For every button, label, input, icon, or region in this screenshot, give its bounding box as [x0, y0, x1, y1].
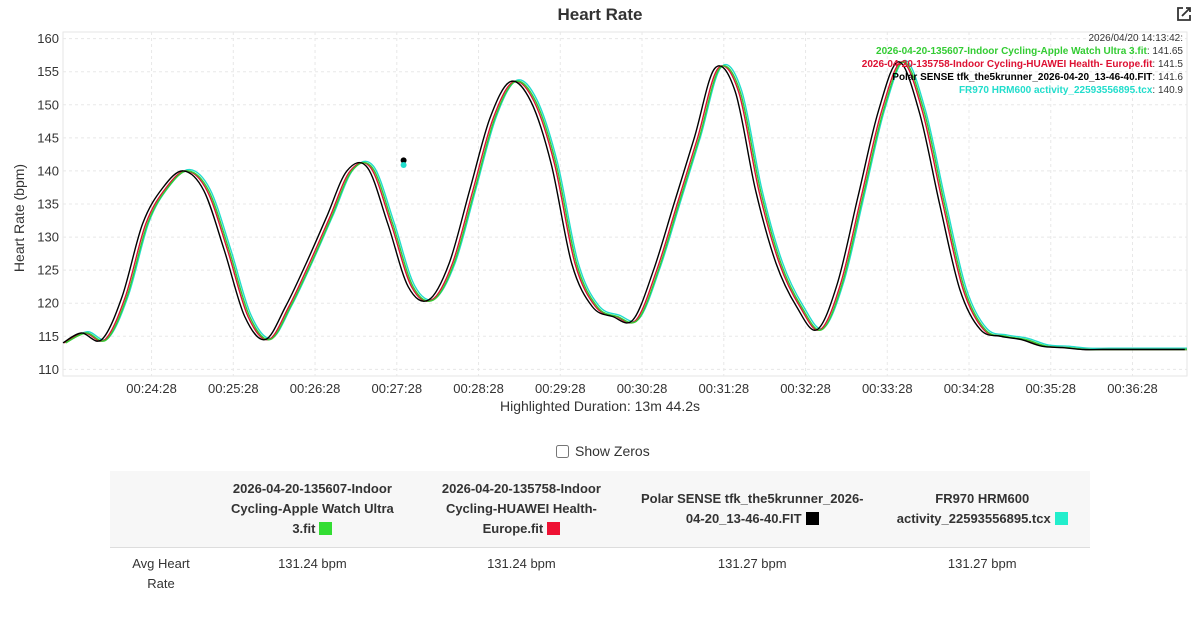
chart-title: Heart Rate [557, 5, 642, 24]
stats-value: 131.24 bpm [278, 556, 347, 571]
y-axis-ticks: 110 115 120 125 130 135 140 145 150 155 160 [37, 31, 59, 377]
tooltip-timestamp: 2026/04/20 14:13:42: [1088, 33, 1183, 44]
x-tick-label: 00:29:28 [535, 381, 586, 396]
expand-icon[interactable] [1176, 6, 1192, 22]
x-tick-label: 00:36:28 [1107, 381, 1158, 396]
x-axis-label: Highlighted Duration: 13m 44.2s [500, 398, 700, 414]
tooltip-series-name: FR970 HRM600 activity_22593556895.tcx [959, 85, 1153, 96]
y-tick-label: 110 [38, 362, 59, 377]
tooltip-series-value: : 141.6 [1152, 72, 1183, 83]
y-tick-label: 135 [37, 197, 59, 212]
color-swatch [805, 512, 819, 525]
y-axis-label: Heart Rate (bpm) [11, 164, 27, 272]
stats-header-apple: 2026-04-20-135607-Indoor Cycling-Apple W… [212, 471, 413, 548]
x-tick-label: 00:24:28 [126, 381, 177, 396]
x-tick-label: 00:31:28 [698, 381, 749, 396]
stats-row-label: Avg Heart Rate [132, 556, 190, 591]
color-swatch [319, 522, 333, 535]
x-tick-label: 00:33:28 [862, 381, 913, 396]
header-label: FR970 HRM600 activity_22593556895.tcx [896, 491, 1051, 526]
color-swatch [1054, 512, 1068, 525]
hover-markers [400, 157, 407, 168]
x-tick-label: 00:35:28 [1025, 381, 1076, 396]
y-tick-label: 120 [37, 296, 59, 311]
tooltip-series-value: : 141.65 [1147, 46, 1184, 57]
tooltip-series-name: 2026-04-20-135758-Indoor Cycling-HUAWEI … [862, 59, 1153, 70]
stats-row-avg-hr: Avg Heart Rate 131.24 bpm 131.24 bpm 131… [110, 548, 1090, 601]
y-tick-label: 125 [37, 263, 59, 278]
series-line [62, 61, 1185, 351]
stats-header-fr970: FR970 HRM600 activity_22593556895.tcx [874, 471, 1090, 548]
y-tick-label: 150 [37, 97, 59, 112]
header-label: 2026-04-20-135758-Indoor Cycling-HUAWEI … [441, 481, 601, 536]
y-tick-label: 115 [38, 329, 59, 344]
tooltip-row: 2026-04-20-135607-Indoor Cycling-Apple W… [876, 46, 1183, 57]
tooltip-series-value: : 140.9 [1152, 85, 1183, 96]
hover-point [400, 161, 407, 168]
tooltip-series-name: Polar SENSE tfk_the5krunner_2026-04-20_1… [892, 72, 1152, 83]
tooltip-series-name: 2026-04-20-135607-Indoor Cycling-Apple W… [876, 46, 1147, 57]
x-tick-label: 00:25:28 [208, 381, 259, 396]
tooltip-series-value: : 141.5 [1152, 59, 1183, 70]
hover-tooltip: 2026/04/20 14:13:42: 2026-04-20-135607-In… [862, 33, 1184, 96]
series-lines [62, 59, 1187, 351]
x-tick-label: 00:28:28 [453, 381, 504, 396]
y-tick-label: 140 [37, 163, 59, 178]
show-zeros-control[interactable]: Show Zeros [556, 443, 650, 459]
stats-table: 2026-04-20-135607-Indoor Cycling-Apple W… [110, 471, 1090, 600]
x-tick-label: 00:32:28 [780, 381, 831, 396]
stats-value: 131.24 bpm [487, 556, 556, 571]
tooltip-row: FR970 HRM600 activity_22593556895.tcx: 1… [959, 85, 1183, 96]
stats-header-polar: Polar SENSE tfk_the5krunner_2026-04-20_1… [630, 471, 875, 548]
y-tick-label: 160 [37, 31, 59, 46]
x-tick-label: 00:34:28 [944, 381, 995, 396]
chart-grid [62, 31, 1188, 377]
stats-value: 131.27 bpm [947, 556, 1017, 571]
color-swatch [547, 522, 561, 535]
stats-value: 131.27 bpm [717, 556, 787, 571]
y-tick-label: 130 [37, 230, 59, 245]
header-label: 2026-04-20-135607-Indoor Cycling-Apple W… [231, 481, 394, 536]
y-tick-label: 145 [37, 130, 59, 145]
tooltip-row: Polar SENSE tfk_the5krunner_2026-04-20_1… [892, 72, 1183, 83]
hover-point [400, 157, 407, 164]
stats-header-huawei: 2026-04-20-135758-Indoor Cycling-HUAWEI … [412, 471, 631, 548]
show-zeros-checkbox[interactable] [556, 444, 569, 458]
x-tick-label: 00:27:28 [371, 381, 422, 396]
show-zeros-label: Show Zeros [575, 443, 650, 459]
heart-rate-chart[interactable]: Heart Rate 110 115 120 125 130 135 140 145 150 15… [0, 0, 1200, 420]
stats-header-row: 2026-04-20-135607-Indoor Cycling-Apple W… [110, 471, 1090, 548]
stats-corner-cell [110, 471, 212, 548]
header-label: Polar SENSE tfk_the5krunner_2026-04-20_1… [640, 491, 864, 526]
x-axis-ticks: 00:24:28 00:25:28 00:26:28 00:27:28 00:28:28… [126, 381, 1158, 396]
x-tick-label: 00:26:28 [290, 381, 341, 396]
tooltip-row: 2026-04-20-135758-Indoor Cycling-HUAWEI … [862, 59, 1184, 70]
x-tick-label: 00:30:28 [617, 381, 668, 396]
y-tick-label: 155 [37, 64, 59, 79]
